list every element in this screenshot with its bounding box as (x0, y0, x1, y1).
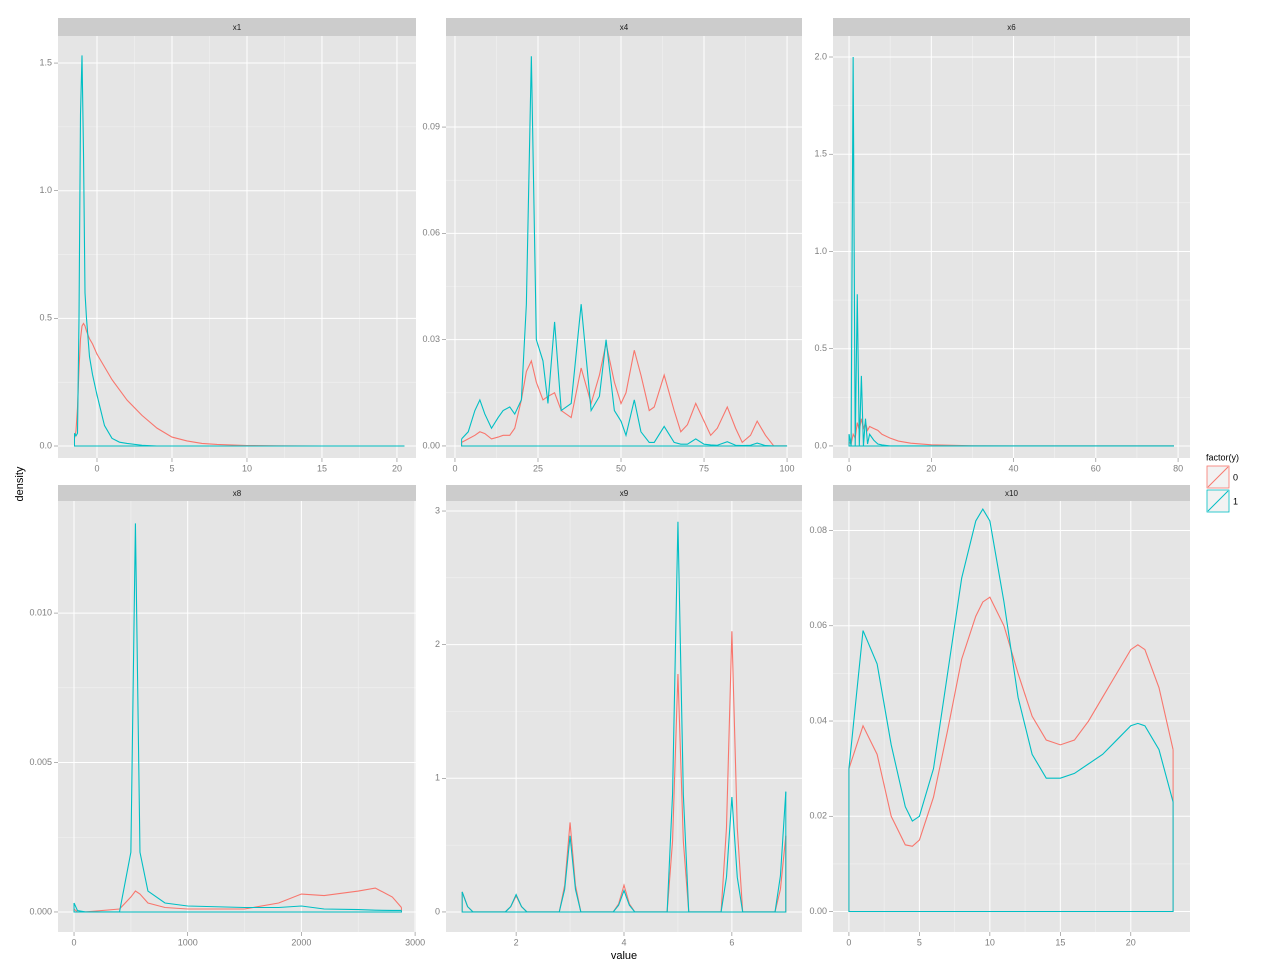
density-line (74, 55, 405, 447)
y-tick-label: 0.0 (814, 440, 827, 450)
y-tick-label: 0.5 (814, 343, 827, 353)
density-line (848, 508, 1174, 822)
y-axis-title: density (14, 466, 26, 501)
y-tick-label: 0.06 (422, 228, 440, 238)
legend-title: factor(y) (1206, 452, 1239, 462)
y-tick-label: 0.03 (422, 334, 440, 344)
x-tick-label: 0 (94, 463, 99, 473)
y-tick-label: 0.005 (29, 757, 52, 767)
legend-key-line (1207, 466, 1229, 488)
legend-key-line (1207, 490, 1229, 512)
x-axis-title: value (611, 950, 637, 962)
y-tick-label: 2 (435, 639, 440, 649)
x-tick-label: 2 (514, 937, 519, 947)
y-tick-label: 0.000 (29, 906, 52, 916)
x-tick-label: 40 (1009, 463, 1019, 473)
x-tick-label: 1000 (178, 937, 198, 947)
x-tick-label: 20 (926, 463, 936, 473)
x-tick-label: 10 (985, 937, 995, 947)
y-tick-label: 0.00 (809, 906, 827, 916)
density-line (73, 322, 405, 447)
x-tick-label: 5 (917, 937, 922, 947)
x-tick-label: 20 (1126, 937, 1136, 947)
strip-background (833, 18, 1190, 36)
density-line (461, 56, 788, 447)
y-tick-label: 0.08 (809, 525, 827, 535)
legend-label: 0 (1233, 472, 1238, 482)
strip-label: x6 (1007, 23, 1016, 32)
x-tick-label: 15 (1055, 937, 1065, 947)
x-tick-label: 20 (392, 463, 402, 473)
density-line (848, 596, 1174, 847)
x-tick-label: 5 (169, 463, 174, 473)
x-tick-label: 75 (699, 463, 709, 473)
density-line (73, 887, 402, 913)
panel-background (58, 501, 416, 932)
y-tick-label: 1 (435, 773, 440, 783)
y-tick-label: 1.5 (814, 149, 827, 159)
y-tick-label: 0.00 (422, 440, 440, 450)
x-tick-label: 80 (1173, 463, 1183, 473)
y-tick-label: 0.09 (422, 121, 440, 131)
x-tick-label: 100 (780, 463, 795, 473)
strip-background (446, 485, 802, 501)
panel-background (58, 36, 416, 458)
density-outline (73, 903, 402, 913)
y-tick-label: 0.06 (809, 620, 827, 630)
y-tick-label: 0.010 (29, 607, 52, 617)
x-tick-label: 0 (846, 937, 851, 947)
x-tick-label: 3000 (405, 937, 425, 947)
y-tick-label: 0.04 (809, 715, 827, 725)
legend-label: 1 (1233, 496, 1238, 506)
x-tick-label: 0 (452, 463, 457, 473)
x-tick-label: 0 (72, 937, 77, 947)
x-tick-label: 6 (729, 937, 734, 947)
x-tick-label: 0 (847, 463, 852, 473)
density-outline (461, 791, 787, 913)
y-tick-label: 0.5 (39, 313, 52, 323)
y-tick-label: 1.0 (39, 185, 52, 195)
density-outline (848, 768, 1174, 913)
density-line (848, 56, 1174, 447)
x-tick-label: 25 (533, 463, 543, 473)
density-line (461, 521, 787, 913)
x-tick-label: 10 (242, 463, 252, 473)
strip-background (58, 485, 416, 501)
strip-background (58, 18, 416, 36)
x-tick-label: 60 (1091, 463, 1101, 473)
y-tick-label: 1.0 (814, 246, 827, 256)
strip-label: x9 (620, 489, 629, 498)
y-tick-label: 0 (435, 906, 440, 916)
x-tick-label: 50 (616, 463, 626, 473)
density-line (461, 343, 788, 447)
y-tick-label: 0.0 (39, 440, 52, 450)
density-line (73, 523, 402, 913)
x-tick-label: 4 (621, 937, 626, 947)
y-tick-label: 1.5 (39, 57, 52, 67)
y-tick-label: 2.0 (814, 51, 827, 61)
panel-background (833, 36, 1190, 458)
strip-label: x10 (1005, 489, 1018, 498)
strip-background (833, 485, 1190, 501)
x-tick-label: 2000 (291, 937, 311, 947)
panel-background (446, 36, 802, 458)
x-tick-label: 15 (317, 463, 327, 473)
strip-label: x1 (233, 23, 242, 32)
y-tick-label: 0.02 (809, 811, 827, 821)
strip-label: x4 (620, 23, 629, 32)
y-tick-label: 3 (435, 505, 440, 515)
strip-background (446, 18, 802, 36)
density-outline (461, 438, 788, 447)
strip-label: x8 (233, 489, 242, 498)
